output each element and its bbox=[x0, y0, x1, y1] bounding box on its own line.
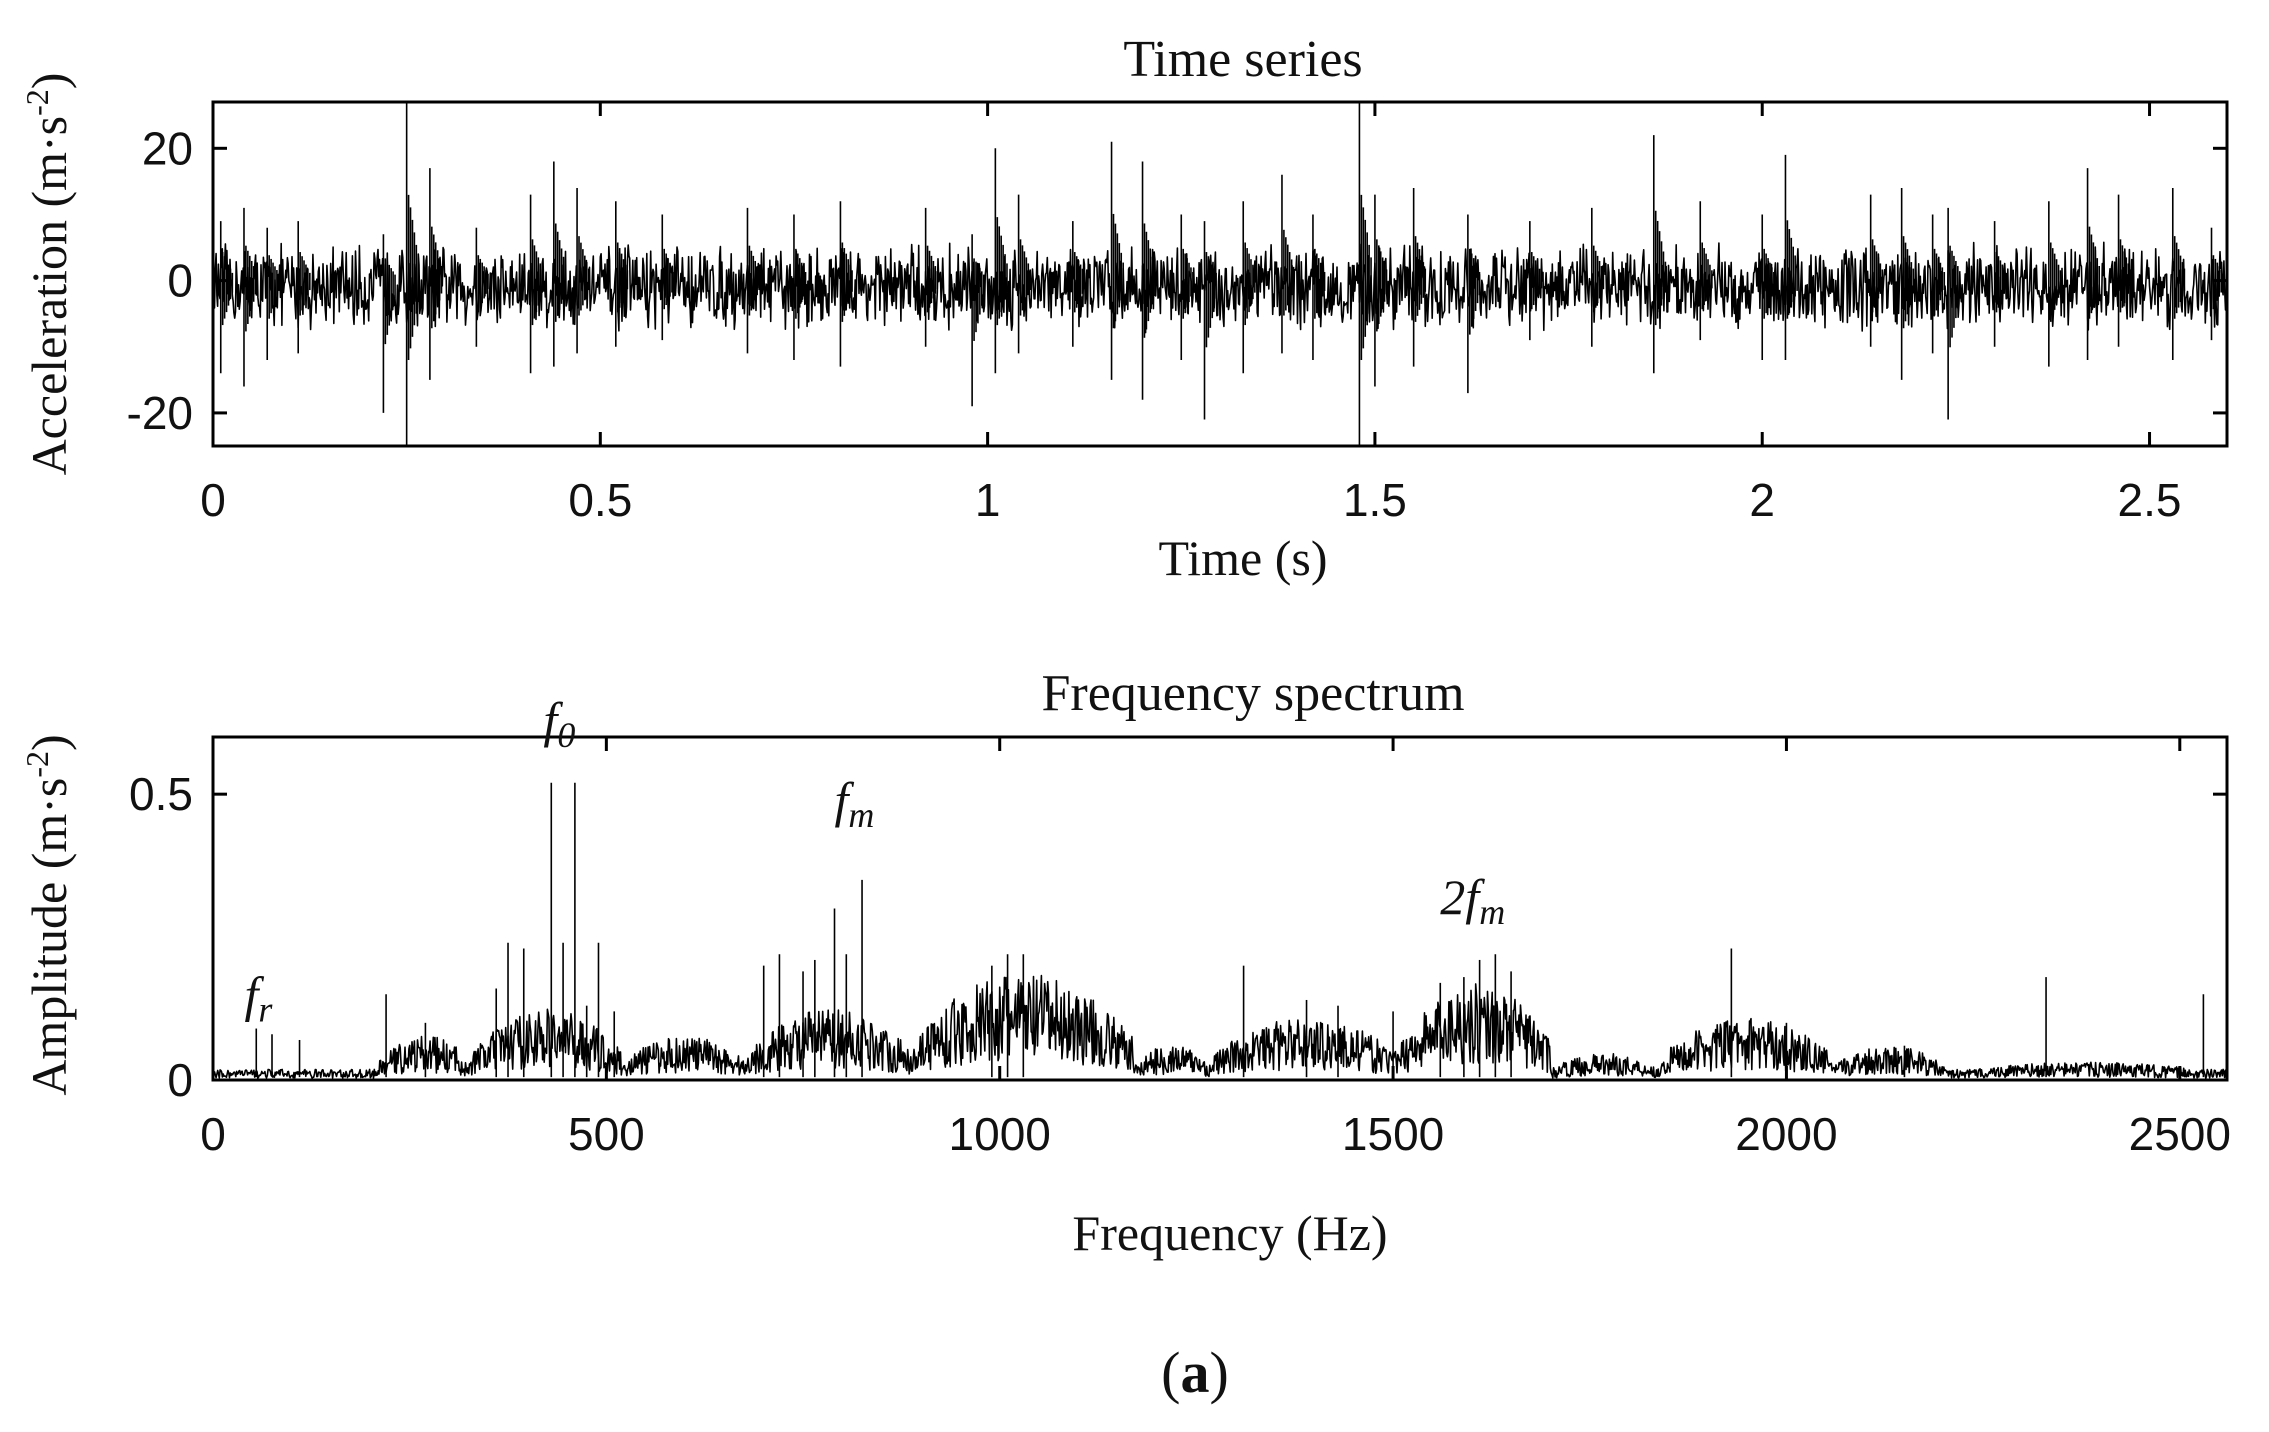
spectrum-annotations: fr f0 fm 2fm bbox=[244, 692, 1505, 1029]
time-series-x-label: Time (s) bbox=[1158, 530, 1327, 586]
figure-caption: (a) bbox=[1161, 1340, 1229, 1405]
y-tick-label: -20 bbox=[127, 387, 193, 439]
spectrum-annotation: f0 bbox=[543, 692, 575, 755]
x-tick-label: 1000 bbox=[949, 1108, 1051, 1160]
amplitude-line bbox=[212, 974, 2228, 1079]
time-series-y-label-main: Acceleration (m·s bbox=[21, 116, 77, 476]
caption-close: ) bbox=[1210, 1340, 1229, 1405]
x-tick-label: 0.5 bbox=[568, 474, 632, 526]
time-series-axes bbox=[211, 100, 2229, 448]
caption-open: ( bbox=[1161, 1340, 1180, 1405]
time-series-y-label: Acceleration (m·s-2) bbox=[19, 73, 77, 476]
time-series-trace bbox=[212, 102, 2228, 446]
x-tick-label: 500 bbox=[568, 1108, 645, 1160]
time-series-y-label-sup: -2 bbox=[19, 89, 55, 116]
spectrum-y-label-sup: -2 bbox=[19, 751, 55, 778]
spectrum-annotation: 2fm bbox=[1440, 869, 1505, 932]
spectrum-y-label-close: ) bbox=[21, 734, 77, 751]
x-tick-label: 0 bbox=[200, 474, 226, 526]
spectrum-annotation: fm bbox=[835, 772, 875, 835]
frequency-spectrum-panel: Frequency spectrum 0 500 1000 1500 2000 25000… bbox=[19, 665, 2231, 1261]
spectrum-y-label-main: Amplitude (m·s bbox=[21, 778, 77, 1096]
spectrum-y-label: Amplitude (m·s-2) bbox=[19, 734, 77, 1095]
x-tick-label: 2 bbox=[1749, 474, 1775, 526]
x-tick-label: 1 bbox=[975, 474, 1001, 526]
spectrum-trace bbox=[212, 782, 2228, 1079]
spectrum-title: Frequency spectrum bbox=[1041, 665, 1464, 722]
spectrum-x-label: Frequency (Hz) bbox=[1072, 1205, 1387, 1261]
spectrum-annotation: fr bbox=[244, 966, 273, 1029]
x-tick-label: 1500 bbox=[1342, 1108, 1444, 1160]
x-tick-label: 1.5 bbox=[1343, 474, 1407, 526]
y-tick-label: 0.5 bbox=[129, 768, 193, 820]
caption-letter: a bbox=[1181, 1340, 1210, 1405]
time-series-title: Time series bbox=[1123, 31, 1362, 88]
acceleration-noise-line bbox=[212, 241, 2228, 334]
spectrum-ticks: 0 500 1000 1500 2000 2500 0.5 0 bbox=[129, 737, 2231, 1160]
y-tick-label: 20 bbox=[142, 122, 193, 174]
x-tick-label: 2500 bbox=[2129, 1108, 2231, 1160]
x-tick-label: 2.5 bbox=[2118, 474, 2182, 526]
y-tick-label: 0 bbox=[167, 255, 193, 307]
time-series-y-label-close: ) bbox=[21, 73, 77, 90]
spectrum-axes bbox=[211, 735, 2229, 1082]
y-tick-label: 0 bbox=[167, 1054, 193, 1106]
x-tick-label: 0 bbox=[200, 1108, 226, 1160]
x-tick-label: 2000 bbox=[1735, 1108, 1837, 1160]
